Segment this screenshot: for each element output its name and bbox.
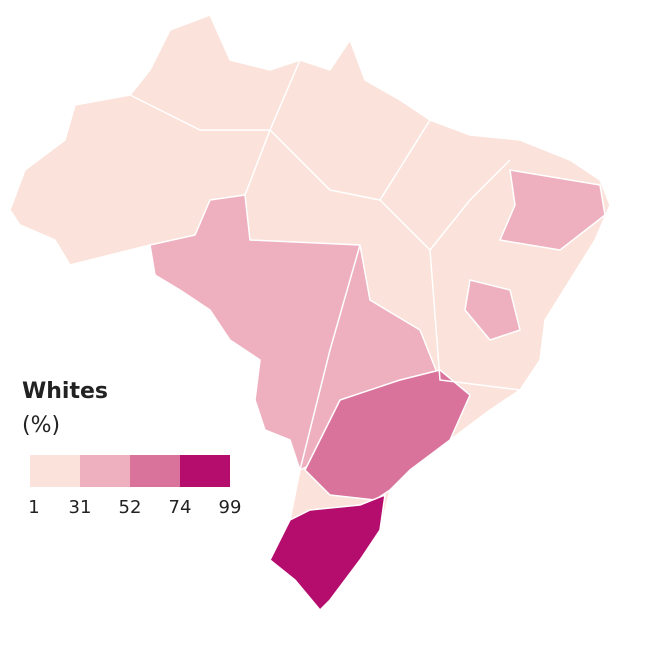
legend: Whites (%) 1 31 52 74 99 xyxy=(22,379,241,518)
legend-swatch xyxy=(130,455,180,487)
state-border xyxy=(244,119,431,201)
legend-title: Whites xyxy=(22,379,108,404)
region-class-2 xyxy=(464,279,521,341)
legend-swatch xyxy=(30,455,80,487)
state-border xyxy=(429,249,521,391)
legend-swatch xyxy=(180,455,230,487)
map xyxy=(9,14,611,611)
state-border xyxy=(379,159,511,252)
legend-tick-label: 31 xyxy=(69,497,92,518)
state-border xyxy=(299,244,361,471)
state-border xyxy=(129,59,301,131)
legend-swatch xyxy=(80,455,130,487)
legend-unit: (%) xyxy=(22,413,60,438)
legend-tick-label: 1 xyxy=(28,497,39,518)
legend-tick-label: 52 xyxy=(119,497,142,518)
legend-tick-label: 74 xyxy=(169,497,192,518)
legend-tick-label: 99 xyxy=(219,497,242,518)
region-class-4 xyxy=(269,494,386,611)
region-class-3 xyxy=(304,369,471,501)
region-class-2 xyxy=(499,169,606,251)
